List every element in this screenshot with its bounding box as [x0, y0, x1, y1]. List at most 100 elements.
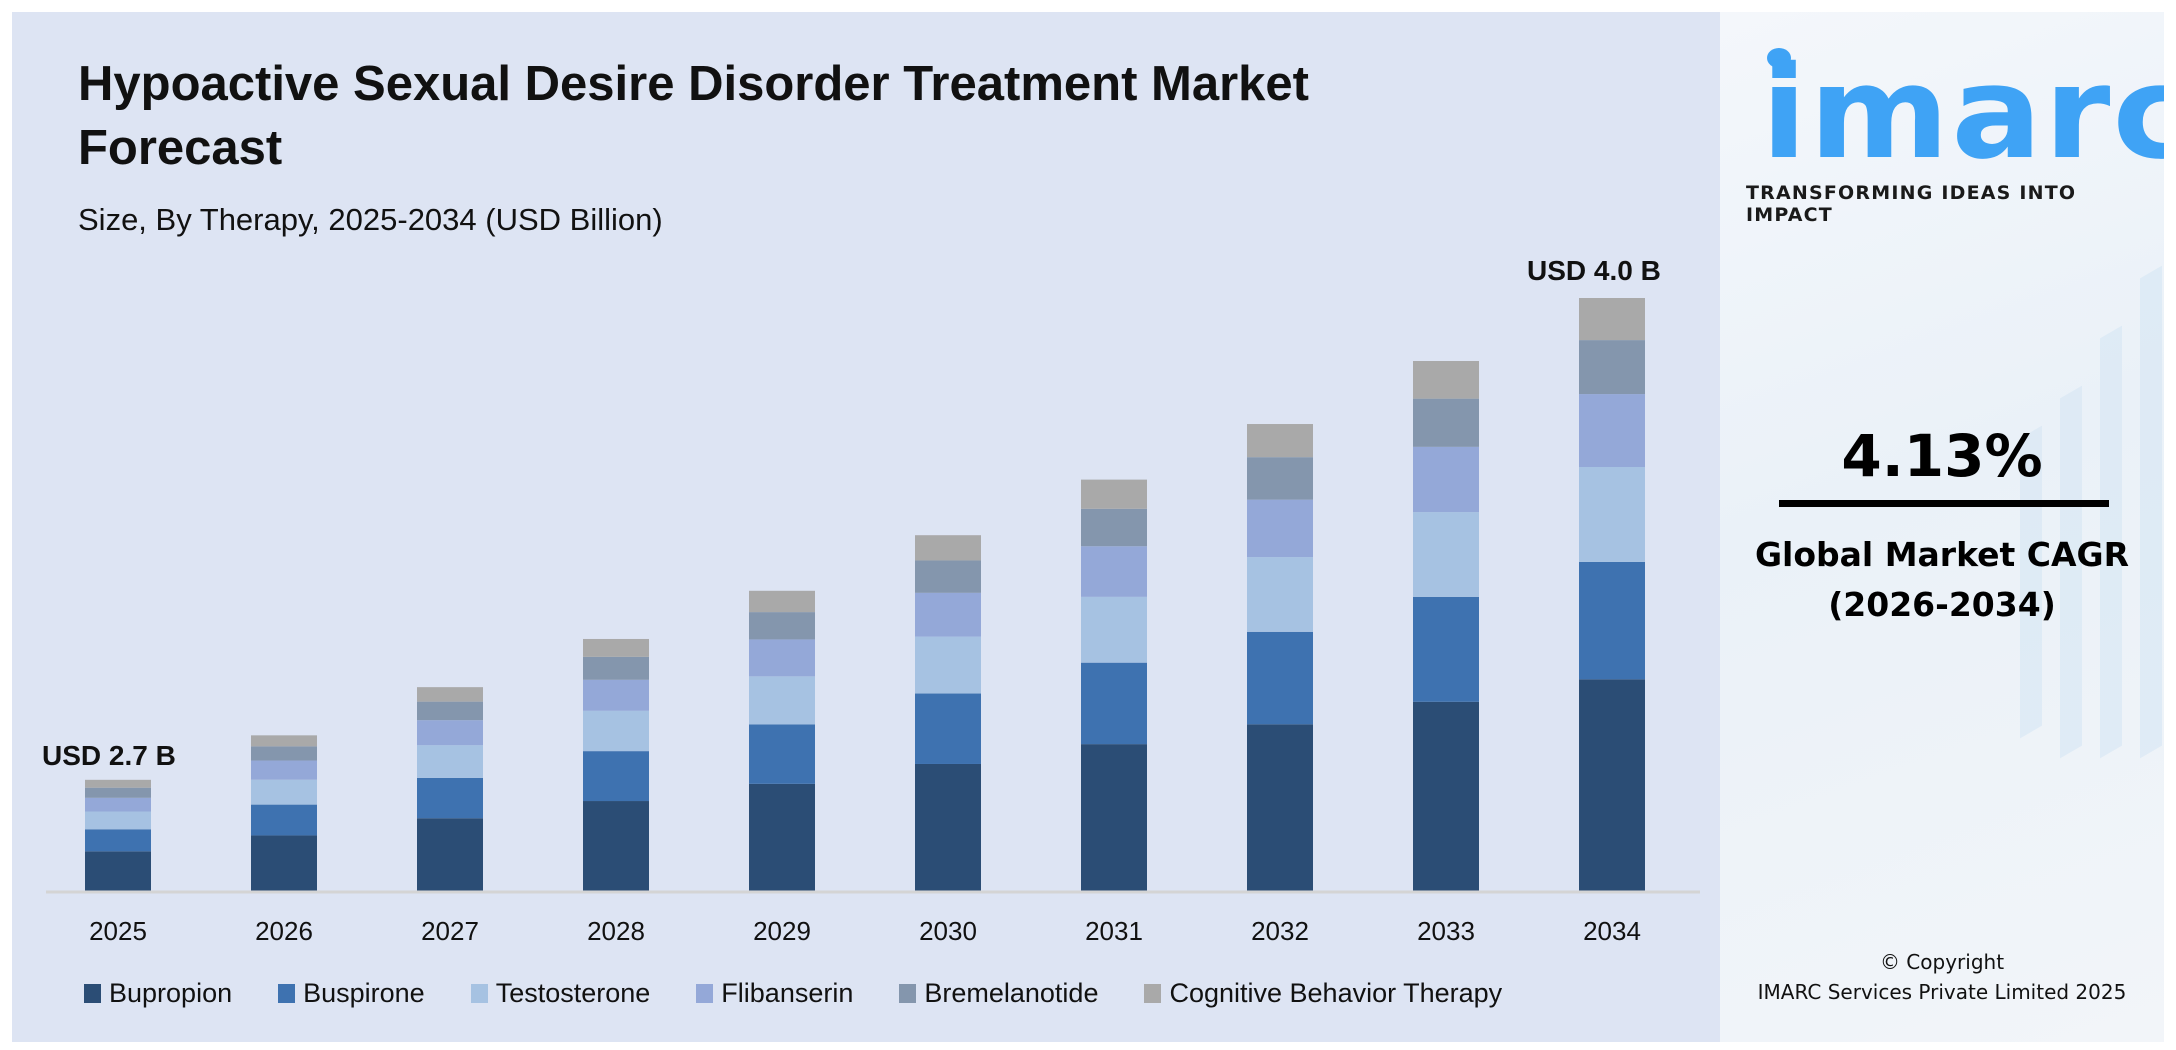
legend-swatch	[84, 984, 101, 1003]
legend-label: Cognitive Behavior Therapy	[1169, 978, 1503, 1008]
bar-segment-bupropion-2030	[915, 763, 981, 891]
cagr-value: 4.13%	[1841, 422, 2043, 490]
bar-segment-flibanserin-2025	[85, 797, 151, 812]
bar-segment-cognitive-behavior-therapy-2032	[1247, 424, 1313, 458]
bar-segment-bupropion-2034	[1579, 679, 1645, 891]
bar-segment-buspirone-2034	[1579, 561, 1645, 680]
legend-label: Bupropion	[109, 978, 233, 1008]
cagr-label-block: Global Market CAGR (2026-2034)	[1720, 530, 2164, 630]
bar-segment-buspirone-2028	[583, 751, 649, 802]
copyright-line-1: © Copyright	[1879, 950, 2005, 974]
bar-segment-bremelanotide-2025	[85, 787, 151, 798]
legend-swatch	[899, 984, 917, 1003]
legend-item: Cognitive Behavior Therapy	[1144, 978, 1502, 1009]
bar-segment-buspirone-2026	[251, 804, 317, 836]
bar-segment-bupropion-2029	[749, 783, 815, 891]
bar-segment-testosterone-2033	[1413, 512, 1479, 597]
stacked-bar-chart: 2025 2026 2027 2028 2029 2030 2031 2032 2033 2034…	[42, 255, 1700, 946]
bar-segment-bupropion-2031	[1081, 744, 1147, 891]
bar-segment-testosterone-2034	[1579, 467, 1645, 562]
cagr-period: (2026-2034)	[1828, 585, 2056, 624]
bar-segment-buspirone-2027	[417, 777, 483, 819]
bar-segment-bremelanotide-2028	[583, 656, 649, 680]
bar-segment-buspirone-2030	[915, 693, 981, 764]
bar-segment-bremelanotide-2027	[417, 701, 483, 721]
x-tick-label: 2026	[255, 916, 313, 946]
bar-segment-bupropion-2028	[583, 801, 649, 891]
bar-segment-flibanserin-2027	[417, 720, 483, 746]
x-tick-labels: 2025 2026 2027 2028 2029 2030 2031 2032 2033 2034	[89, 916, 1641, 946]
bar-segment-bremelanotide-2031	[1081, 508, 1147, 547]
bar-segment-cognitive-behavior-therapy-2033	[1413, 361, 1479, 399]
cagr-label: Global Market CAGR	[1754, 535, 2130, 574]
x-tick-label: 2033	[1417, 916, 1475, 946]
bar-segment-flibanserin-2030	[915, 592, 981, 637]
cagr-divider	[1779, 500, 2109, 507]
bar-segment-bupropion-2033	[1413, 701, 1479, 891]
bar-segment-flibanserin-2028	[583, 679, 649, 711]
annotation-last-total: USD 4.0 B	[1527, 255, 1661, 286]
bar-segment-bremelanotide-2026	[251, 746, 317, 761]
bar-segment-buspirone-2033	[1413, 596, 1479, 702]
legend-swatch	[696, 984, 714, 1003]
bar-segment-testosterone-2028	[583, 710, 649, 752]
bar-segment-bupropion-2025	[85, 851, 151, 891]
bar-segment-cognitive-behavior-therapy-2029	[749, 590, 815, 613]
copyright: © Copyright IMARC Services Private Limit…	[1720, 947, 2164, 1007]
chart-subtitle: Size, By Therapy, 2025-2034 (USD Billion…	[78, 202, 663, 237]
legend-label: Flibanserin	[721, 978, 854, 1008]
legend-swatch	[278, 984, 296, 1003]
bar-segment-flibanserin-2034	[1579, 394, 1645, 468]
logo-dot	[1767, 48, 1791, 68]
bar-segment-testosterone-2027	[417, 745, 483, 778]
bar-segment-testosterone-2031	[1081, 596, 1147, 663]
x-tick-label: 2025	[89, 916, 147, 946]
bar-segment-bremelanotide-2030	[915, 560, 981, 593]
bar-segment-testosterone-2029	[749, 676, 815, 725]
annotation-first-total: USD 2.7 B	[42, 740, 176, 771]
legend-item: Buspirone	[278, 978, 425, 1009]
bar-segment-cognitive-behavior-therapy-2027	[417, 687, 483, 702]
bar-segment-testosterone-2025	[85, 811, 151, 830]
x-tick-label: 2028	[587, 916, 645, 946]
x-tick-label: 2029	[753, 916, 811, 946]
legend-label: Buspirone	[303, 978, 425, 1008]
bar-segment-flibanserin-2026	[251, 760, 317, 780]
bar-segment-cognitive-behavior-therapy-2026	[251, 735, 317, 747]
bar-segment-bremelanotide-2029	[749, 612, 815, 640]
bar-segment-testosterone-2030	[915, 636, 981, 694]
bar-segment-buspirone-2025	[85, 829, 151, 852]
bar-segment-bremelanotide-2034	[1579, 340, 1645, 395]
x-tick-label: 2031	[1085, 916, 1143, 946]
legend-swatch	[470, 984, 488, 1003]
legend-item: Testosterone	[470, 978, 650, 1009]
bar-segment-cognitive-behavior-therapy-2028	[583, 638, 649, 657]
legend-swatch	[1144, 984, 1162, 1003]
bar-segment-testosterone-2026	[251, 779, 317, 805]
bar-segment-buspirone-2031	[1081, 662, 1147, 745]
bar-segment-bremelanotide-2032	[1247, 457, 1313, 500]
logo-text: imarc	[1761, 39, 2164, 188]
bar-segment-flibanserin-2031	[1081, 546, 1147, 597]
bar-segment-testosterone-2032	[1247, 557, 1313, 632]
bar-segment-cognitive-behavior-therapy-2030	[915, 535, 981, 561]
legend-label: Bremelanotide	[924, 978, 1099, 1008]
bar-segment-flibanserin-2032	[1247, 499, 1313, 558]
info-sidebar: imarc TRANSFORMING IDEAS INTO IMPACT 4.1…	[1720, 12, 2164, 1042]
bar-segment-flibanserin-2029	[749, 639, 815, 677]
bar-segment-cognitive-behavior-therapy-2025	[85, 779, 151, 788]
bar-segment-cognitive-behavior-therapy-2034	[1579, 298, 1645, 341]
bar-segment-cognitive-behavior-therapy-2031	[1081, 479, 1147, 509]
logo-tagline: TRANSFORMING IDEAS INTO IMPACT	[1746, 182, 2077, 226]
bar-segment-bremelanotide-2033	[1413, 398, 1479, 447]
legend-item: Flibanserin	[696, 978, 853, 1009]
bar-segment-bupropion-2032	[1247, 724, 1313, 891]
x-tick-label: 2032	[1251, 916, 1309, 946]
bars-group	[85, 298, 1645, 891]
chart-title: Hypoactive Sexual Desire Disorder Treatm…	[78, 57, 1309, 175]
legend-item: Bupropion	[84, 978, 232, 1009]
x-tick-label: 2034	[1583, 916, 1641, 946]
bar-segment-buspirone-2029	[749, 724, 815, 784]
x-tick-label: 2027	[421, 916, 479, 946]
bar-segment-buspirone-2032	[1247, 631, 1313, 725]
